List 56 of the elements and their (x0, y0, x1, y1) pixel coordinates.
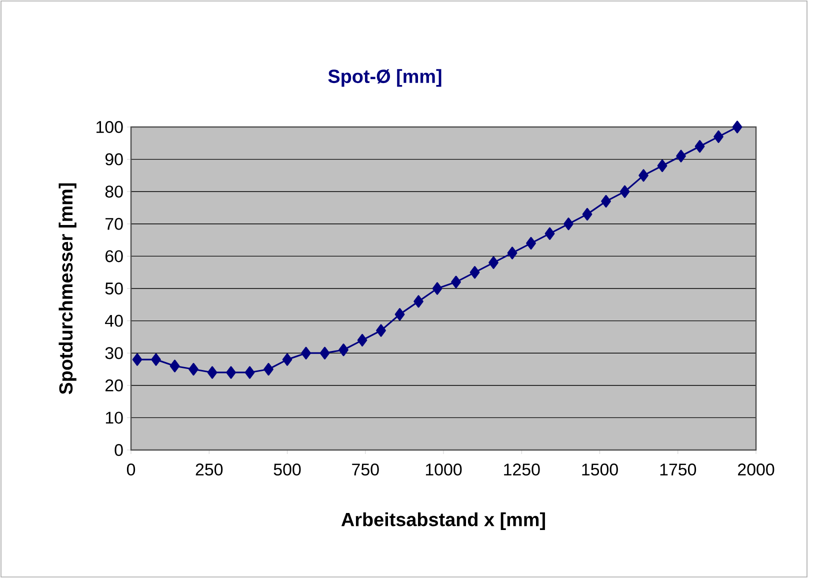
point (732, 120, 742, 134)
point (582, 208, 592, 221)
x-tick-label: 250 (196, 464, 223, 476)
y-tick-label: 40 (105, 314, 123, 327)
x-tick-label: 1500 (582, 464, 618, 476)
point (132, 353, 142, 366)
point (151, 353, 161, 366)
y-tick-label: 60 (106, 250, 123, 262)
y-tick-label: 0 (114, 444, 123, 456)
x-tick-label: 500 (274, 464, 301, 476)
y-tick-label: 10 (106, 412, 123, 424)
point (526, 236, 536, 250)
x-tick-label: 750 (352, 464, 379, 476)
point (432, 282, 442, 295)
x-tick-label: 1250 (504, 464, 540, 476)
point (694, 140, 705, 153)
point (620, 185, 630, 198)
x-axis-title: Arbeitsabstand x [mm] (341, 512, 545, 530)
y-tick-label: 70 (106, 218, 123, 230)
point (507, 246, 518, 260)
point (282, 353, 292, 366)
y-tick-label: 90 (105, 153, 123, 166)
point (714, 130, 724, 143)
chart-title: Spot-Ø [mm] (328, 69, 442, 87)
point (564, 218, 574, 230)
point (470, 266, 480, 279)
point (244, 366, 255, 379)
point (394, 308, 405, 321)
point (376, 324, 386, 337)
point (638, 169, 648, 182)
point (488, 256, 498, 269)
y-tick-label: 100 (96, 121, 123, 133)
point (657, 159, 668, 172)
point (170, 360, 180, 372)
point (188, 362, 198, 376)
point (264, 362, 274, 376)
point (544, 227, 555, 240)
x-tick-label: 1000 (426, 464, 462, 476)
x-tick-label: 2000 (738, 464, 774, 476)
y-tick-label: 80 (105, 186, 123, 198)
point (451, 276, 461, 288)
y-tick-label: 50 (105, 282, 123, 294)
point (320, 346, 330, 360)
x-tick-label: 1750 (660, 464, 696, 476)
x-tick-label: 0 (126, 464, 136, 476)
point (414, 295, 424, 308)
y-tick-label: 30 (105, 347, 123, 360)
point (601, 194, 611, 208)
y-axis-title: Spotdurchmesser [mm] (58, 183, 76, 394)
point (301, 346, 311, 360)
point (207, 366, 218, 379)
point (357, 334, 368, 346)
point (338, 344, 348, 356)
point (676, 150, 686, 162)
y-tick-label: 20 (106, 379, 123, 392)
point (226, 366, 236, 379)
